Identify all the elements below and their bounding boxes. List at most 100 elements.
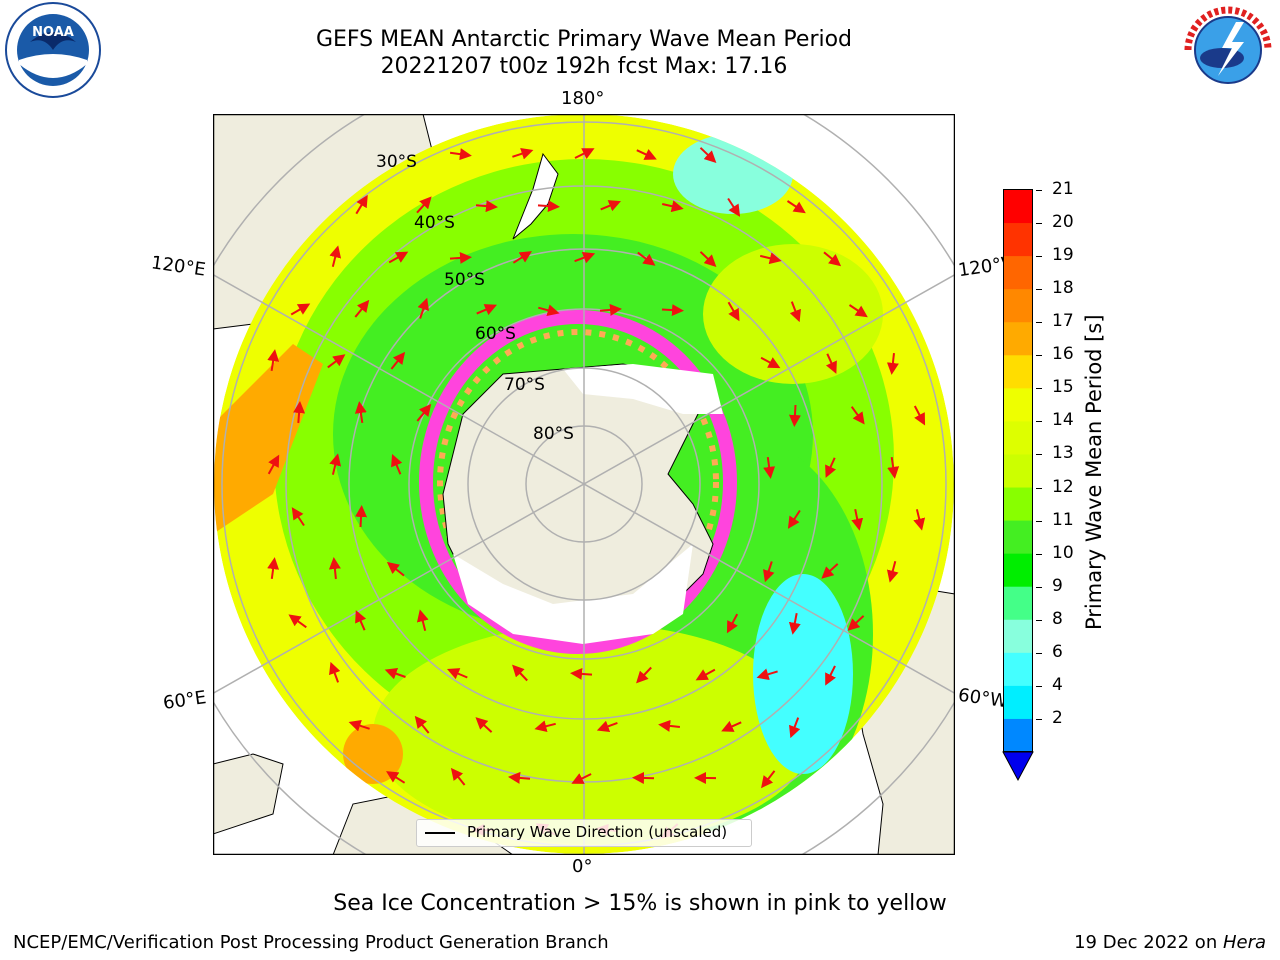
colorbar-segment xyxy=(1003,190,1033,224)
wave-arrow xyxy=(821,563,839,579)
colorbar-tick-mark xyxy=(1036,487,1042,489)
colorbar-tick-label: 14 xyxy=(1052,410,1074,431)
wave-arrow xyxy=(355,194,368,215)
colorbar-segment xyxy=(1003,388,1033,422)
wave-arrow xyxy=(761,770,776,789)
wave-arrow xyxy=(476,304,497,316)
wave-arrow xyxy=(596,720,618,732)
wave-arrow xyxy=(327,354,346,369)
wave-arrow xyxy=(508,771,531,784)
wave-arrow xyxy=(354,299,370,318)
wave-arrow xyxy=(636,148,657,160)
wave-arrow xyxy=(825,353,837,374)
wave-arrow xyxy=(475,200,498,213)
wave-arrow xyxy=(328,557,341,580)
wave-arrow xyxy=(637,251,656,266)
colorbar-tick-mark xyxy=(1036,190,1042,191)
wave-arrow xyxy=(354,401,367,424)
lon-label-0: 0° xyxy=(572,856,593,877)
lat-label-70s: 70°S xyxy=(504,375,545,395)
wave-arrow xyxy=(636,666,652,684)
date-prefix: 19 Dec 2022 on xyxy=(1074,932,1223,953)
wave-arrow xyxy=(416,196,432,214)
map-legend: Primary Wave Direction (unscaled) xyxy=(416,819,752,847)
lat-label-40s: 40°S xyxy=(414,213,455,233)
wave-arrow xyxy=(288,614,307,629)
wave-arrow xyxy=(727,197,741,217)
colorbar-tick-label: 10 xyxy=(1052,542,1074,563)
lon-label-180: 180° xyxy=(561,88,605,109)
wave-arrow xyxy=(789,301,801,323)
colorbar-tick-mark xyxy=(1036,454,1042,456)
colorbar-tick-label: 19 xyxy=(1052,245,1074,266)
colorbar-tick-mark xyxy=(1036,520,1042,522)
legend-line-icon xyxy=(425,832,455,834)
chart-subtitle: 20221207 t00z 192h fcst Max: 17.16 xyxy=(380,54,788,79)
colorbar-tick-label: 6 xyxy=(1052,641,1063,662)
colorbar-tick-label: 20 xyxy=(1052,212,1074,233)
wave-arrow xyxy=(348,719,370,732)
colorbar-segment xyxy=(1003,454,1033,489)
colorbar-segment xyxy=(1003,718,1033,753)
lat-label-80s: 80°S xyxy=(533,424,574,444)
wave-arrow xyxy=(850,406,865,425)
colorbar-tick-mark xyxy=(1036,685,1042,687)
colorbar-tick-label: 13 xyxy=(1052,443,1074,464)
colorbar-segment xyxy=(1003,520,1033,555)
wave-arrow xyxy=(475,717,493,733)
wave-arrow xyxy=(825,665,836,686)
colorbar-tick-mark xyxy=(1036,421,1042,423)
wave-arrow xyxy=(763,456,776,479)
colorbar-segment xyxy=(1003,685,1033,720)
wave-arrow xyxy=(756,668,778,681)
colorbar-tick-label: 17 xyxy=(1052,311,1074,332)
polar-map xyxy=(213,114,955,855)
wave-arrow xyxy=(699,251,717,267)
wave-arrow xyxy=(632,771,655,784)
wave-arrow xyxy=(726,613,739,634)
wave-arrow xyxy=(825,457,837,478)
wave-arrow xyxy=(886,352,899,375)
wave-arrow xyxy=(661,200,684,213)
lat-label-60s: 60°S xyxy=(475,324,516,344)
wave-arrow xyxy=(538,304,560,317)
wave-arrow xyxy=(695,668,716,681)
wave-arrow xyxy=(851,508,864,531)
wave-arrow xyxy=(760,356,781,369)
wave-arrow xyxy=(386,771,406,784)
wave-arrow xyxy=(848,304,868,318)
wave-arrow xyxy=(267,454,280,475)
wave-arrow xyxy=(571,773,592,784)
wave-arrow xyxy=(267,349,280,372)
svg-text:NOAA: NOAA xyxy=(32,25,74,40)
wave-arrow xyxy=(699,147,717,163)
wave-arrow xyxy=(786,200,806,214)
wave-arrow xyxy=(512,664,528,682)
colorbar-tick-label: 21 xyxy=(1052,179,1074,199)
wave-arrow xyxy=(390,351,406,370)
wave-arrow xyxy=(329,453,342,475)
wave-arrow xyxy=(721,720,742,732)
colorbar-segment xyxy=(1003,619,1033,654)
colorbar-segment xyxy=(1003,586,1033,621)
colorbar-tick-mark xyxy=(1036,223,1042,225)
noaa-logo: NOAA xyxy=(5,2,101,98)
colorbar-tick-mark xyxy=(1036,388,1042,390)
wave-arrow xyxy=(450,767,466,786)
antarctic-ice xyxy=(453,544,693,644)
wave-arrow xyxy=(658,719,681,732)
date-footer: 19 Dec 2022 on Hera xyxy=(1074,932,1266,953)
colorbar-segment xyxy=(1003,322,1033,356)
wave-arrow xyxy=(537,200,560,213)
colorbar-tick-label: 15 xyxy=(1052,377,1074,398)
wave-arrow xyxy=(449,251,472,264)
legend-label: Primary Wave Direction (unscaled) xyxy=(467,823,728,841)
wave-arrow xyxy=(847,615,865,631)
colorbar-tick-mark xyxy=(1036,652,1042,654)
wave-arrow xyxy=(447,668,468,680)
wave-arrow xyxy=(355,505,368,528)
chart-title: GEFS MEAN Antarctic Primary Wave Mean Pe… xyxy=(315,27,853,52)
colorbar-tick-label: 16 xyxy=(1052,344,1074,365)
org-footer: NCEP/EMC/Verification Post Processing Pr… xyxy=(13,932,609,953)
wave-arrow xyxy=(391,453,403,475)
